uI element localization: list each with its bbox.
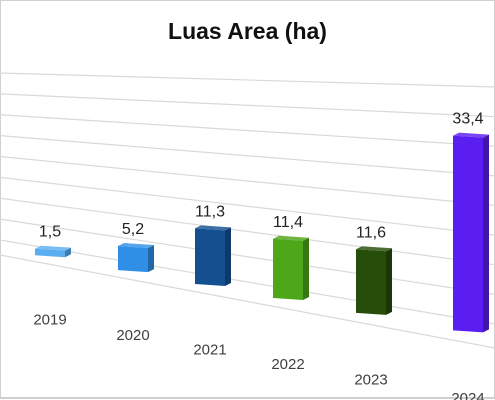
bar-side [148, 244, 154, 273]
bar-side [386, 248, 392, 315]
x-tick-label: 2022 [271, 356, 304, 373]
gridline [0, 197, 495, 266]
bar-side [483, 134, 489, 333]
gridline [0, 93, 495, 118]
bar-side [65, 247, 71, 258]
bar-top [356, 246, 392, 252]
bar [356, 249, 386, 315]
data-label: 11,6 [356, 224, 386, 241]
gridline [0, 176, 495, 236]
data-label: 5,2 [122, 221, 144, 238]
bar-top [35, 245, 71, 251]
x-tick-label: 2023 [354, 372, 387, 389]
bar-side [303, 237, 309, 300]
data-label: 33,4 [452, 111, 483, 128]
gridline [0, 218, 495, 295]
gridline [0, 155, 495, 207]
gridline [0, 72, 495, 88]
data-label: 1,5 [39, 224, 61, 241]
gridlines [0, 72, 495, 349]
gridline [0, 135, 495, 177]
x-tick-label: 2021 [193, 341, 226, 358]
bar [195, 228, 225, 286]
x-tick-label: 2020 [116, 327, 149, 344]
gridline [0, 114, 495, 147]
bar-top [118, 242, 154, 248]
bar [453, 135, 483, 333]
gridline [0, 239, 495, 325]
data-label: 11,3 [195, 203, 225, 220]
x-tick-label: 2019 [33, 311, 66, 328]
chart-title: Luas Area (ha) [168, 18, 327, 44]
floor-edge [0, 254, 495, 349]
bar [273, 238, 303, 300]
bar [118, 245, 148, 273]
bar-top [453, 132, 489, 138]
x-tick-label: 2024 [451, 390, 484, 400]
bar [35, 248, 65, 258]
bar-top [273, 235, 309, 241]
bar-side [225, 227, 231, 286]
bars [35, 132, 489, 333]
data-label: 11,4 [273, 214, 303, 231]
labels: 1,5 2019 5,2 2020 11,3 2021 11,4 2022 11,6 2023 33… [33, 111, 484, 400]
bar-top [195, 225, 231, 231]
